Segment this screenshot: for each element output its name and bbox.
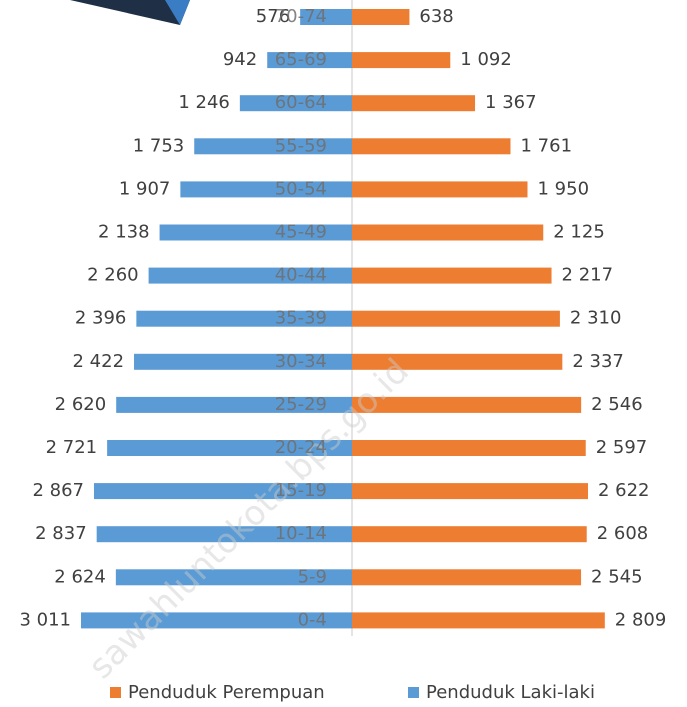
value-label: 1 367 (485, 92, 537, 113)
value-label: 2 837 (35, 523, 87, 544)
value-label: 2 608 (597, 523, 649, 544)
decoration (165, 0, 190, 25)
bar (352, 396, 582, 413)
category-label: 50-54 (275, 178, 327, 199)
value-label: 2 422 (72, 351, 124, 372)
category-label: 15-19 (275, 480, 327, 501)
bar (93, 483, 352, 500)
category-label: 65-69 (275, 49, 327, 70)
value-label: 2 260 (87, 265, 139, 286)
bar (194, 138, 352, 155)
value-label: 1 761 (520, 135, 572, 156)
value-label: 2 721 (46, 437, 98, 458)
value-label: 1 907 (119, 178, 171, 199)
bar (267, 52, 352, 69)
value-label: 2 217 (562, 265, 614, 286)
bar (352, 483, 588, 500)
bar (352, 612, 605, 629)
bar (352, 9, 410, 25)
category-label: 5-9 (298, 566, 327, 587)
value-label: 1 092 (460, 49, 512, 70)
value-label: 638 (419, 6, 453, 27)
bar (352, 440, 586, 456)
value-label: 2 125 (553, 222, 605, 243)
category-label: 35-39 (275, 308, 327, 329)
legend-swatch (110, 687, 121, 698)
value-label: 2 138 (98, 222, 150, 243)
value-label: 3 011 (19, 609, 71, 630)
value-label: 2 396 (75, 308, 127, 329)
legend-label: Penduduk Perempuan (128, 682, 325, 703)
decoration (70, 0, 190, 25)
bar (352, 569, 582, 586)
value-label: 2 545 (591, 566, 643, 587)
bar (159, 224, 352, 241)
bar (352, 138, 511, 155)
value-label: 2 622 (598, 480, 650, 501)
bar (116, 396, 352, 413)
category-label: 40-44 (275, 265, 327, 286)
bar (136, 310, 352, 327)
category-label: 30-34 (275, 351, 327, 372)
bar (352, 267, 552, 284)
bar (81, 612, 352, 629)
value-label: 2 337 (572, 351, 624, 372)
bar (134, 353, 352, 370)
value-label: 2 809 (615, 609, 667, 630)
bar (352, 224, 544, 241)
bar (107, 440, 352, 456)
legend-swatch (408, 687, 419, 698)
bar (352, 181, 528, 198)
category-label: 55-59 (275, 135, 327, 156)
legend-label: Penduduk Laki-laki (426, 682, 595, 703)
bar (300, 9, 352, 25)
value-label: 576 (256, 6, 290, 27)
bar (239, 95, 352, 112)
bar (352, 52, 451, 69)
category-label: 45-49 (275, 222, 327, 243)
bar (180, 181, 352, 198)
category-label: 70-74 (275, 6, 327, 27)
category-label: 20-24 (275, 437, 327, 458)
bar (352, 526, 587, 543)
category-label: 0-4 (298, 609, 327, 630)
category-label: 10-14 (275, 523, 327, 544)
bar (352, 353, 563, 370)
value-label: 2 624 (54, 566, 106, 587)
value-label: 2 620 (55, 394, 107, 415)
bar (352, 95, 476, 112)
bar (148, 267, 352, 284)
value-label: 2 867 (32, 480, 84, 501)
category-label: 25-29 (275, 394, 327, 415)
value-label: 1 246 (178, 92, 230, 113)
value-label: 1 950 (538, 178, 590, 199)
bar (115, 569, 352, 586)
bar (96, 526, 352, 543)
value-label: 942 (223, 49, 257, 70)
value-label: 2 310 (570, 308, 622, 329)
category-label: 60-64 (275, 92, 327, 113)
value-label: 1 753 (133, 135, 185, 156)
value-label: 2 597 (596, 437, 648, 458)
bar (352, 310, 560, 327)
value-label: 2 546 (591, 394, 643, 415)
